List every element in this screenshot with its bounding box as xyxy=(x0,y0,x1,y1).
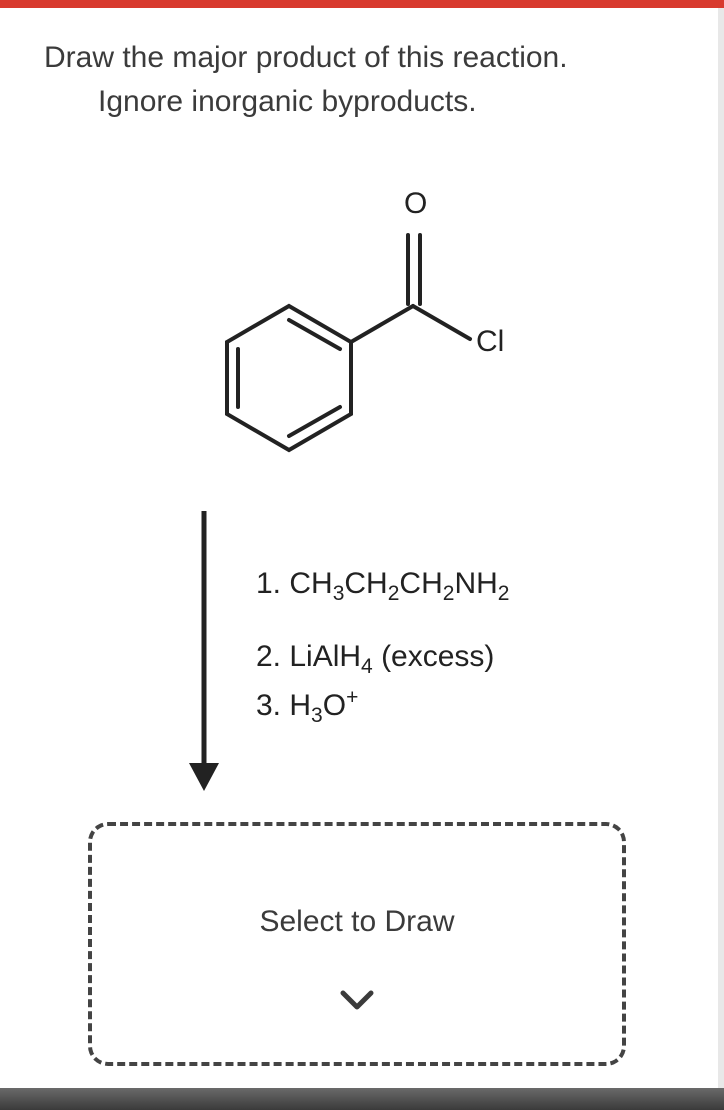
r3-t1: 3. H xyxy=(256,689,311,722)
r3-t2: O xyxy=(323,689,346,722)
top-accent-bar xyxy=(0,0,724,8)
r1-t2: CH xyxy=(344,567,387,600)
chevron-down-icon xyxy=(337,989,377,1013)
r1-s1: 3 xyxy=(333,582,345,605)
question-line-2: Ignore inorganic byproducts. xyxy=(98,80,688,124)
r2-t1: 2. LiAlH xyxy=(256,640,361,673)
question-content: Draw the major product of this reaction.… xyxy=(0,8,724,801)
reagent-step-3: 3. H3O+ xyxy=(256,682,509,732)
reagent-list: 1. CH3CH2CH2NH2 2. LiAlH4 (excess) 3. H3… xyxy=(256,561,509,732)
down-arrow-icon xyxy=(174,501,234,821)
reagent-step-2: 2. LiAlH4 (excess) xyxy=(256,634,509,683)
oxygen-label: O xyxy=(404,187,427,221)
bottom-bar xyxy=(0,1088,724,1110)
right-border xyxy=(718,8,724,1088)
r1-s2: 2 xyxy=(388,582,400,605)
molecule-diagram: O Cl xyxy=(44,193,688,503)
draw-area-label: Select to Draw xyxy=(259,905,454,939)
question-text: Draw the major product of this reaction.… xyxy=(44,36,688,123)
reaction-arrow-section: 1. CH3CH2CH2NH2 2. LiAlH4 (excess) 3. H3… xyxy=(44,521,688,801)
r1-s4: 2 xyxy=(498,582,510,605)
r1-t3: CH xyxy=(399,567,442,600)
r2-s1: 4 xyxy=(361,655,373,678)
r3-s1: 3 xyxy=(311,704,323,727)
chlorine-label: Cl xyxy=(476,325,504,359)
r2-t2: (excess) xyxy=(373,640,495,673)
r1-s3: 2 xyxy=(443,582,455,605)
draw-area-button[interactable]: Select to Draw xyxy=(88,822,626,1066)
r1-t4: NH xyxy=(454,567,497,600)
r1-t1: 1. CH xyxy=(256,567,333,600)
r3-sup: + xyxy=(346,686,358,709)
question-line-1: Draw the major product of this reaction. xyxy=(44,36,688,80)
reagent-step-1: 1. CH3CH2CH2NH2 xyxy=(256,561,509,610)
